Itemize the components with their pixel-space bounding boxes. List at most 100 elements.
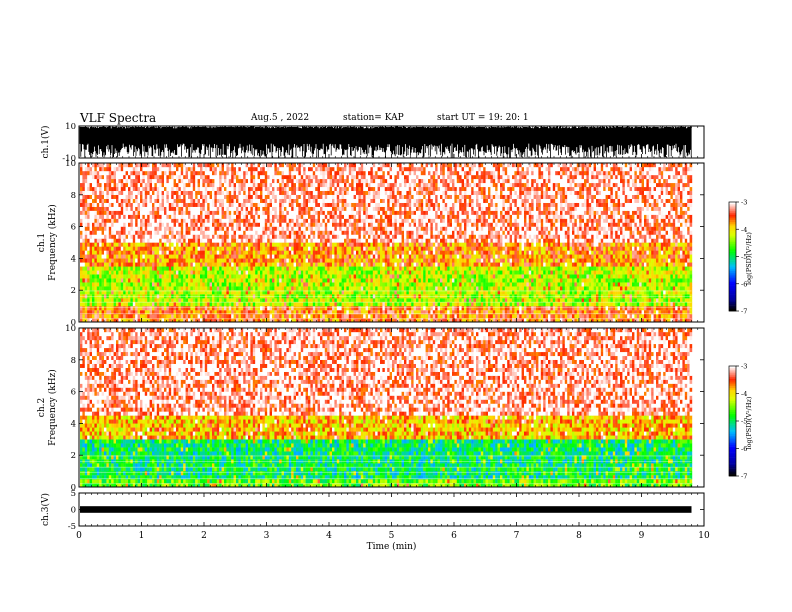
spectrogram-cell <box>255 262 258 267</box>
spectrogram-cell <box>92 258 95 263</box>
spectrogram-cell <box>92 230 95 235</box>
spectrogram-cell <box>212 186 215 191</box>
spectrogram-cell <box>168 282 172 287</box>
spectrogram-cell <box>284 214 287 219</box>
spectrogram-cell <box>255 258 258 263</box>
spectrogram-cell <box>147 282 150 287</box>
spectrogram-cell <box>183 286 186 291</box>
spectrogram-cell <box>320 246 323 251</box>
spectrogram-cell <box>267 238 270 243</box>
spectrogram-cell <box>286 222 289 227</box>
spectrogram-cell <box>238 234 241 239</box>
spectrogram-cell <box>348 198 352 203</box>
spectrogram-cell <box>276 178 280 184</box>
spectrogram-cell <box>185 302 189 307</box>
spectrogram-cell <box>128 198 131 203</box>
spectrogram-cell <box>260 218 263 223</box>
spectrogram-cell <box>260 171 263 176</box>
spectrogram-cell <box>243 270 246 275</box>
spectrogram-cell <box>87 318 90 323</box>
spectrogram-cell <box>173 210 177 215</box>
spectrogram-cell <box>255 186 258 191</box>
spectrogram-cell <box>200 310 203 315</box>
spectrogram-column <box>168 163 172 323</box>
spectrogram-cell <box>308 206 311 211</box>
spectrogram-cell <box>96 274 100 279</box>
spectrogram-cell <box>272 206 275 211</box>
spectrogram-cell <box>262 230 265 235</box>
spectrogram-cell <box>293 250 297 255</box>
spectrogram-cell <box>284 174 287 180</box>
spectrogram-cell <box>341 210 345 215</box>
spectrogram-cell <box>216 222 220 227</box>
spectrogram-cell <box>224 310 227 315</box>
spectrogram-cell <box>281 306 285 311</box>
spectrogram-cell <box>137 182 141 188</box>
spectrogram-cell <box>204 186 208 191</box>
spectrogram-cell <box>260 318 263 323</box>
spectrogram-cell <box>156 234 160 239</box>
spectrogram-cell <box>305 314 309 319</box>
spectrogram-cell <box>317 246 321 251</box>
spectrogram-cell <box>195 214 198 219</box>
spectrogram-cell <box>281 290 285 295</box>
spectrogram-cell <box>92 234 95 239</box>
spectrogram-cell <box>264 163 268 168</box>
spectrogram-cell <box>298 286 301 291</box>
spectrogram-cell <box>248 286 251 291</box>
spectrogram-cell <box>116 178 119 184</box>
spectrogram-cell <box>147 314 150 319</box>
spectrogram-cell <box>305 186 309 191</box>
spectrogram-cell <box>104 226 107 231</box>
spectrogram-cell <box>329 290 333 295</box>
spectrogram-cell <box>219 290 222 295</box>
spectrogram-cell <box>84 174 88 180</box>
spectrogram-cell <box>137 206 141 211</box>
spectrogram-cell <box>233 242 237 247</box>
spectrogram-column <box>305 163 309 323</box>
spectrogram-cell <box>356 294 359 299</box>
spectrogram-cell <box>192 306 196 311</box>
spectrogram-cell <box>353 262 357 267</box>
spectrogram-cell <box>274 254 277 259</box>
spectrogram-cell <box>176 186 179 191</box>
spectrogram-cell <box>236 274 239 279</box>
spectrogram-cell <box>156 194 160 199</box>
spectrogram-cell <box>80 186 83 191</box>
spectrogram-cell <box>348 286 352 291</box>
spectrogram-cell <box>233 186 237 191</box>
spectrogram-cell <box>140 222 143 227</box>
spectrogram-cell <box>128 282 131 287</box>
spectrogram-cell <box>291 298 294 303</box>
spectrogram-cell <box>272 250 275 255</box>
spectrogram-cell <box>164 210 167 215</box>
spectrogram-cell <box>197 254 201 259</box>
spectrogram-cell <box>276 302 280 307</box>
spectrogram-cell <box>233 270 237 275</box>
spectrogram-cell <box>168 266 172 271</box>
spectrogram-cell <box>324 250 328 255</box>
spectrogram-cell <box>128 234 131 239</box>
spectrogram-cell <box>248 214 251 219</box>
spectrogram-cell <box>332 254 335 259</box>
spectrogram-cell <box>228 298 232 303</box>
spectrogram-cell <box>82 194 85 199</box>
spectrogram-cell <box>240 186 244 191</box>
spectrogram-cell <box>228 182 232 188</box>
spectrogram-cell <box>116 190 119 195</box>
spectrogram-cell <box>288 182 292 188</box>
spectrogram-cell <box>135 318 138 323</box>
spectrogram-cell <box>315 302 318 307</box>
spectrogram-cell <box>231 218 234 223</box>
spectrogram-cell <box>106 210 109 215</box>
spectrogram-cell <box>161 274 165 279</box>
spectrogram-cell <box>336 163 340 168</box>
spectrogram-column <box>142 163 145 323</box>
spectrogram-cell <box>221 274 225 279</box>
spectrogram-column <box>89 163 93 323</box>
spectrogram-cell <box>106 278 109 283</box>
spectrogram-cell <box>262 282 265 287</box>
spectrogram-cell <box>212 198 215 203</box>
spectrogram-cell <box>260 298 263 303</box>
spectrogram-cell <box>166 234 169 239</box>
